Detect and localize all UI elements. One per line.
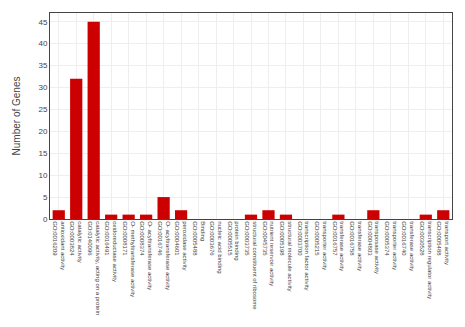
svg-text:transcription regulator activi: transcription regulator activityGO:00305… — [419, 221, 433, 299]
svg-text:transporter activityGO:0005374: transporter activityGO:0005374 — [384, 221, 398, 270]
svg-text:20: 20 — [38, 127, 47, 136]
svg-text:30: 30 — [38, 83, 47, 92]
svg-text:catalytic activity, acting on: catalytic activity, acting on a proteinG… — [87, 221, 101, 315]
svg-text:structural constituent of ribo: structural constituent of ribosomeGO:000… — [244, 221, 258, 310]
svg-text:5: 5 — [43, 193, 48, 202]
svg-text:antioxidant activityGO:0016209: antioxidant activityGO:0016209 — [52, 221, 66, 270]
svg-text:structural molecule activityGO: structural molecule activityGO:0005198 — [279, 221, 293, 291]
svg-text:transferase activityGO:0016740: transferase activityGO:0016740 — [401, 221, 415, 271]
svg-text:35: 35 — [38, 61, 47, 70]
svg-text:transferase activityGO:0016758: transferase activityGO:0016758 — [349, 221, 363, 271]
svg-text:transport activityGO:0005488: transport activityGO:0005488 — [436, 221, 450, 265]
svg-text:40: 40 — [38, 39, 47, 48]
svg-text:15: 15 — [38, 149, 47, 158]
svg-text:transporter activityGO:0005215: transporter activityGO:0005215 — [314, 221, 328, 270]
svg-text:Number of Genes: Number of Genes — [11, 77, 22, 156]
svg-text:0: 0 — [43, 215, 48, 224]
svg-text:protein bindingGO:0005515: protein bindingGO:0005515 — [227, 221, 241, 260]
svg-text:transposase activityGO:0004803: transposase activityGO:0004803 — [367, 221, 381, 274]
svg-text:transferase activityGO:0016757: transferase activityGO:0016757 — [332, 221, 346, 271]
svg-text:catalytic activityGO:0003824: catalytic activityGO:0003824 — [69, 221, 83, 263]
svg-text:BindingGO:0005488: BindingGO:0005488 — [192, 221, 206, 256]
svg-text:45: 45 — [38, 18, 47, 27]
svg-text:25: 25 — [38, 105, 47, 114]
svg-text:10: 10 — [38, 171, 47, 180]
svg-text:peroxidase activityGO:0004601: peroxidase activityGO:0004601 — [174, 221, 188, 270]
svg-text:nutrient reservoir activityGO:: nutrient reservoir activityGO:0045735 — [262, 221, 276, 286]
svg-text:O- methyltransferase activityG: O- methyltransferase activityGO:0008171 — [122, 221, 136, 297]
svg-text:transcription factor activityG: transcription factor activityGO:0003700 — [297, 221, 311, 290]
svg-text:O- acyltransferase activityGO:: O- acyltransferase activityGO:0016746 — [157, 221, 171, 290]
svg-text:oxidoreductase activityGO:0016: oxidoreductase activityGO:0016491 — [104, 221, 118, 282]
svg-text:nucleic acid bindingGO:0003676: nucleic acid bindingGO:0003676 — [209, 221, 223, 273]
svg-text:O- acyltransferase activityGO:: O- acyltransferase activityGO:0008374 — [139, 221, 153, 290]
